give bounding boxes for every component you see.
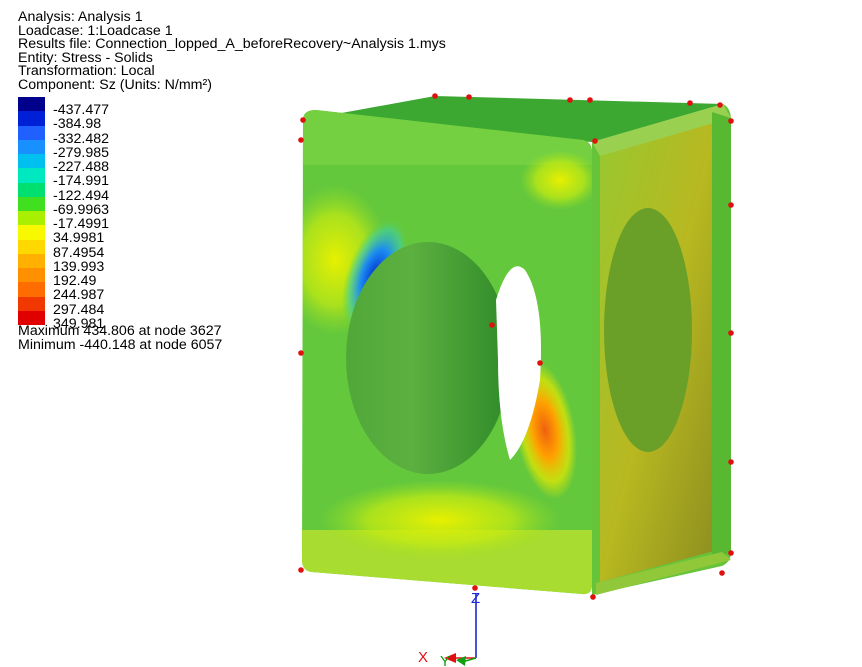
- legend-swatch: [18, 139, 45, 154]
- legend-swatch: [18, 225, 45, 240]
- legend-swatch: [18, 196, 45, 211]
- legend-value: -279.985: [53, 144, 110, 161]
- legend-value: -332.482: [53, 130, 110, 147]
- legend-swatch: [18, 239, 45, 254]
- results-file: Results file: Connection_lopped_A_before…: [18, 36, 446, 53]
- extremes-info: Maximum 434.806 at node 3627 Minimum -44…: [18, 323, 223, 353]
- legend-value: 139.993: [53, 258, 105, 275]
- legend-value: -227.488: [53, 159, 110, 175]
- legend-value: 87.4954: [53, 244, 105, 261]
- legend-swatch: [18, 268, 45, 283]
- node-markers: [298, 93, 734, 600]
- legend-swatch: [18, 211, 45, 226]
- back-hole-bore: [604, 208, 692, 452]
- analysis-name: Analysis: Analysis 1: [18, 9, 143, 25]
- legend-value: 192.49: [53, 273, 97, 289]
- minimum-value: Minimum -440.148 at node 6057: [18, 336, 223, 353]
- legend-swatch: [18, 296, 45, 311]
- legend-value: -17.4991: [53, 216, 110, 232]
- legend-swatch: [18, 97, 45, 112]
- legend-value: 244.987: [53, 287, 105, 304]
- legend-swatch: [18, 154, 45, 169]
- y-axis-label: Y: [440, 653, 450, 667]
- front-hole: [346, 242, 510, 474]
- legend-value: 34.9981: [53, 230, 105, 247]
- legend-value: -174.991: [53, 173, 110, 190]
- transformation: Transformation: Local: [18, 63, 155, 80]
- legend-value: 297.484: [53, 301, 105, 318]
- legend-swatch: [18, 125, 45, 140]
- x-axis-arrow: [444, 653, 456, 663]
- z-axis-label: Z: [471, 590, 480, 607]
- legend-value: -122.494: [53, 187, 110, 204]
- right-edge-strip: [712, 112, 731, 560]
- axis-triad: Z X Y: [418, 590, 480, 667]
- top-face: [303, 96, 723, 142]
- legend-swatch: [18, 253, 45, 268]
- entity-type: Entity: Stress - Solids: [18, 49, 153, 66]
- box-model[interactable]: [280, 93, 734, 600]
- maximum-value: Maximum 434.806 at node 3627: [18, 323, 222, 339]
- legend-swatch: [18, 182, 45, 197]
- y-axis-arrow: [456, 656, 466, 666]
- legend-value: -437.477: [53, 102, 110, 118]
- through-opening: [496, 266, 541, 460]
- loadcase-name: Loadcase: 1:Loadcase 1: [18, 22, 173, 39]
- legend-value: 349.981: [53, 315, 105, 332]
- bottom-rim: [596, 552, 731, 595]
- result-component: Component: Sz (Units: N/mm²): [18, 76, 212, 93]
- legend-value: -384.98: [53, 116, 102, 133]
- x-axis-label: X: [418, 649, 428, 666]
- legend-swatch: [18, 168, 45, 183]
- legend-swatch: [18, 310, 45, 325]
- legend-swatch: [18, 111, 45, 126]
- legend-value: -69.9963: [53, 201, 110, 218]
- legend-swatch: [18, 282, 45, 297]
- right-rim: [592, 104, 731, 156]
- analysis-info: Analysis: Analysis 1 Loadcase: 1:Loadcas…: [18, 9, 446, 93]
